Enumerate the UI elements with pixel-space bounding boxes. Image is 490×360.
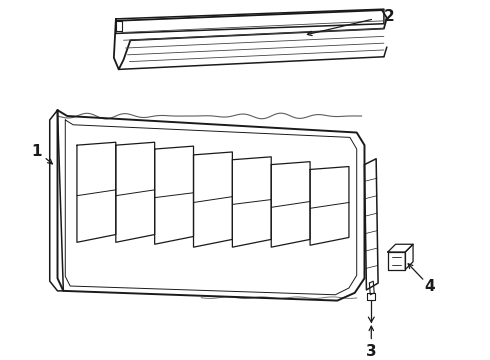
Text: 4: 4 bbox=[424, 279, 435, 293]
Text: 3: 3 bbox=[366, 343, 377, 359]
Text: 1: 1 bbox=[31, 144, 41, 159]
Text: 2: 2 bbox=[384, 9, 394, 24]
